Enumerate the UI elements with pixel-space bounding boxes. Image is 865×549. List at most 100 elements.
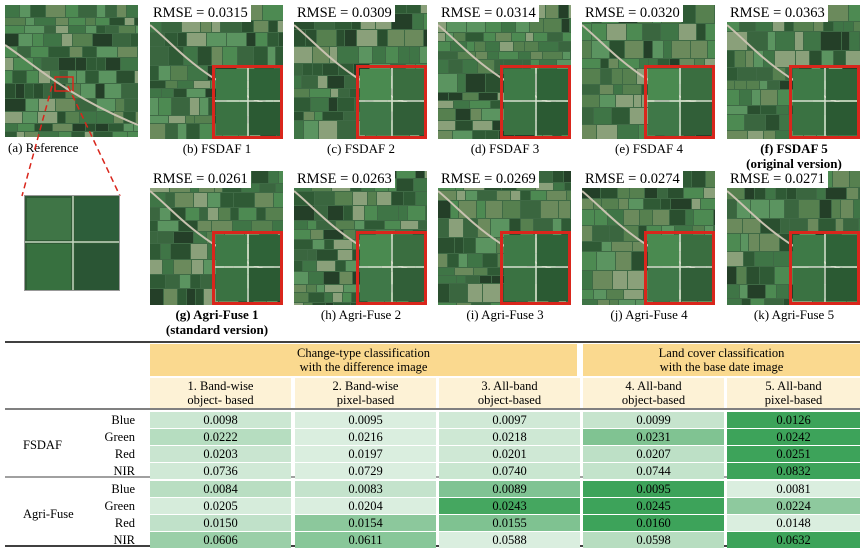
agri-fuse-panel-rmse-label: RMSE = 0.0261	[150, 171, 251, 188]
table-cell: 0.0736	[150, 463, 291, 479]
fsdaf-panel-image-3: RMSE = 0.0314	[438, 5, 571, 139]
table-cell: 0.0245	[583, 498, 724, 514]
fsdaf-panel-rmse-label: RMSE = 0.0314	[438, 5, 539, 22]
agri-fuse-panel-zoom-inset	[500, 231, 571, 305]
band-label: NIR	[113, 532, 135, 547]
column-header-3: 3. All-band object-based	[439, 378, 580, 408]
fsdaf-panel-zoom-inset	[356, 65, 427, 139]
agri-fuse-panel-rmse-label: RMSE = 0.0274	[582, 171, 683, 188]
group-header-land-cover: Land cover classification with the base d…	[583, 344, 860, 376]
fsdaf-panel-caption: (d) FSDAF 3	[470, 141, 540, 156]
table-cell: 0.0155	[439, 515, 580, 531]
table-cell: 0.0083	[295, 481, 436, 497]
table-cell: 0.0632	[727, 532, 860, 548]
table-cell: 0.0095	[583, 481, 724, 497]
band-label: Blue	[111, 481, 135, 496]
fsdaf-panel-caption: (e) FSDAF 4	[615, 141, 683, 156]
agri-fuse-panel-zoom-inset	[789, 231, 860, 305]
table-cell: 0.0598	[583, 532, 724, 548]
band-label: NIR	[113, 463, 135, 478]
agri-fuse-panel-rmse-label: RMSE = 0.0269	[438, 171, 539, 188]
table-cell: 0.0740	[439, 463, 580, 479]
table-cell: 0.0089	[439, 481, 580, 497]
table-cell: 0.0081	[727, 481, 860, 497]
reference-caption: (a) Reference	[8, 140, 79, 155]
table-cell: 0.0097	[439, 412, 580, 428]
table-cell: 0.0095	[295, 412, 436, 428]
agri-fuse-panel-image-5: RMSE = 0.0271	[727, 171, 860, 305]
table-cell: 0.0084	[150, 481, 291, 497]
fsdaf-panel-image-4: RMSE = 0.0320	[582, 5, 715, 139]
table-cell: 0.0242	[727, 429, 860, 445]
method-label-agri-fuse: Agri-Fuse	[23, 507, 74, 521]
reference-image	[5, 5, 138, 137]
table-cell: 0.0243	[439, 498, 580, 514]
column-header-2: 2. Band-wise pixel-based	[295, 378, 436, 408]
table-cell: 0.0098	[150, 412, 291, 428]
agri-fuse-panel-caption: (i) Agri-Fuse 3	[466, 307, 544, 322]
table-cell: 0.0744	[583, 463, 724, 479]
fsdaf-panel-rmse-label: RMSE = 0.0363	[727, 5, 828, 22]
band-label: Blue	[111, 412, 135, 427]
agri-fuse-panel-caption: (h) Agri-Fuse 2	[320, 307, 402, 322]
table-cell: 0.0197	[295, 446, 436, 462]
table-cell: 0.0126	[727, 412, 860, 428]
table-cell: 0.0154	[295, 515, 436, 531]
table-cell: 0.0218	[439, 429, 580, 445]
band-label: Green	[104, 429, 135, 444]
table-cell: 0.0606	[150, 532, 291, 548]
table-cell: 0.0611	[295, 532, 436, 548]
fsdaf-panel-image-5: RMSE = 0.0363	[727, 5, 860, 139]
agri-fuse-panel-zoom-inset	[644, 231, 715, 305]
agri-fuse-panel-caption: (j) Agri-Fuse 4	[610, 307, 688, 322]
table-cell: 0.0224	[727, 498, 860, 514]
fsdaf-panel-image-1: RMSE = 0.0315	[150, 5, 283, 139]
table-cell: 0.0207	[583, 446, 724, 462]
table-cell: 0.0160	[583, 515, 724, 531]
table-cell: 0.0222	[150, 429, 291, 445]
reference-zoom-image	[24, 195, 120, 291]
fsdaf-panel-caption: (f) FSDAF 5 (original version)	[746, 141, 842, 171]
table-cell: 0.0148	[727, 515, 860, 531]
zoom-connector	[21, 85, 121, 197]
group-header-change-type: Change-type classification with the diffe…	[150, 344, 577, 376]
fsdaf-panel-rmse-label: RMSE = 0.0315	[150, 5, 251, 22]
table-cell: 0.0588	[439, 532, 580, 548]
method-label-fsdaf: FSDAF	[23, 438, 62, 452]
agri-fuse-panel-zoom-inset	[356, 231, 427, 305]
agri-fuse-panel-image-3: RMSE = 0.0269	[438, 171, 571, 305]
column-header-5: 5. All-band pixel-based	[727, 378, 860, 408]
column-header-1: 1. Band-wise object- based	[150, 378, 291, 408]
agri-fuse-panel-image-1: RMSE = 0.0261	[150, 171, 283, 305]
table-cell: 0.0832	[727, 463, 860, 479]
agri-fuse-panel-zoom-inset	[212, 231, 283, 305]
band-label: Red	[114, 446, 135, 461]
fsdaf-panel-caption: (c) FSDAF 2	[327, 141, 395, 156]
fsdaf-panel-image-2: RMSE = 0.0309	[294, 5, 427, 139]
table-cell: 0.0251	[727, 446, 860, 462]
fsdaf-panel-zoom-inset	[500, 65, 571, 139]
agri-fuse-panel-image-4: RMSE = 0.0274	[582, 171, 715, 305]
table-cell: 0.0099	[583, 412, 724, 428]
table-cell: 0.0203	[150, 446, 291, 462]
fsdaf-panel-zoom-inset	[212, 65, 283, 139]
column-header-4: 4. All-band object-based	[583, 378, 724, 408]
table-cell: 0.0205	[150, 498, 291, 514]
agri-fuse-panel-caption: (k) Agri-Fuse 5	[753, 307, 835, 322]
fsdaf-panel-caption: (b) FSDAF 1	[182, 141, 252, 156]
fsdaf-panel-zoom-inset	[789, 65, 860, 139]
agri-fuse-panel-caption: (g) Agri-Fuse 1 (standard version)	[165, 307, 269, 337]
table-cell: 0.0231	[583, 429, 724, 445]
band-label: Green	[104, 498, 135, 513]
table-cell: 0.0216	[295, 429, 436, 445]
fsdaf-panel-zoom-inset	[644, 65, 715, 139]
fsdaf-panel-rmse-label: RMSE = 0.0309	[294, 5, 395, 22]
agri-fuse-panel-image-2: RMSE = 0.0263	[294, 171, 427, 305]
table-cell: 0.0150	[150, 515, 291, 531]
fsdaf-panel-rmse-label: RMSE = 0.0320	[582, 5, 683, 22]
agri-fuse-panel-rmse-label: RMSE = 0.0263	[294, 171, 395, 188]
band-label: Red	[114, 515, 135, 530]
table-cell: 0.0729	[295, 463, 436, 479]
table-cell: 0.0204	[295, 498, 436, 514]
agri-fuse-panel-rmse-label: RMSE = 0.0271	[727, 171, 828, 188]
